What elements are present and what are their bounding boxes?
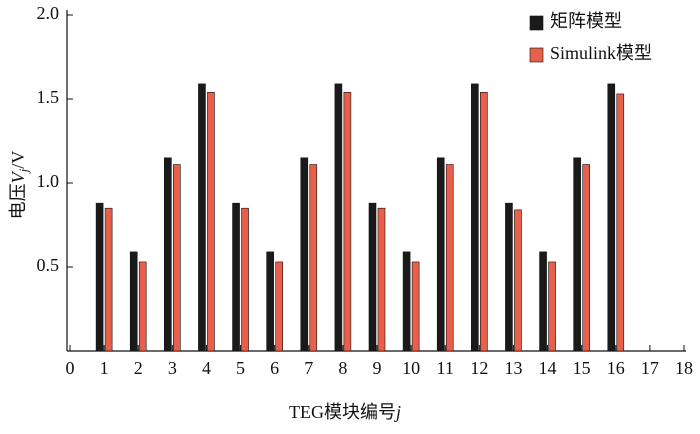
bar xyxy=(445,164,454,352)
bar xyxy=(548,261,556,352)
bar xyxy=(514,209,522,352)
bar xyxy=(241,207,249,352)
x-tick-label: 3 xyxy=(168,358,177,378)
x-tick-label: 14 xyxy=(539,358,557,378)
x-label-text: TEG模块编号 xyxy=(289,402,396,422)
y-tick-label: 1.0 xyxy=(37,171,60,191)
x-tick-label: 2 xyxy=(134,358,143,378)
bar xyxy=(505,202,513,352)
x-label-var: j xyxy=(394,402,401,422)
legend-label: 矩阵模型 xyxy=(550,11,622,31)
x-tick-label: 0 xyxy=(66,358,75,378)
bar xyxy=(275,261,283,352)
x-axis-label: TEG模块编号j xyxy=(289,402,401,422)
bar xyxy=(334,83,343,352)
bar xyxy=(232,202,240,352)
bar xyxy=(104,207,113,352)
y-label-var: V xyxy=(8,170,28,183)
bar xyxy=(129,251,138,352)
y-label-sub: j xyxy=(16,168,31,174)
bar xyxy=(368,202,377,352)
x-tick-label: 1 xyxy=(100,358,109,378)
bar xyxy=(616,93,625,352)
x-tick-label: 13 xyxy=(504,358,522,378)
bar xyxy=(164,157,172,352)
legend-swatch xyxy=(529,47,544,63)
x-tick-label: 5 xyxy=(236,358,245,378)
x-tick-label: 18 xyxy=(675,358,693,378)
bar xyxy=(377,207,386,352)
bar xyxy=(539,251,547,352)
x-tick-label: 10 xyxy=(402,358,420,378)
bar xyxy=(266,251,274,352)
bar xyxy=(607,83,616,352)
y-tick-label: 2.0 xyxy=(37,3,60,23)
x-tick-label: 11 xyxy=(437,358,454,378)
bar xyxy=(436,157,445,352)
bar xyxy=(207,91,215,352)
bar xyxy=(95,202,104,352)
bar xyxy=(402,251,411,352)
bar xyxy=(582,164,590,352)
x-tick-label: 17 xyxy=(641,358,659,378)
bar xyxy=(411,261,420,352)
y-axis-label: 电压Vj/V xyxy=(8,151,31,220)
x-tick-label: 7 xyxy=(304,358,313,378)
y-label-unit: /V xyxy=(8,151,28,169)
bar xyxy=(343,91,352,352)
x-tick-label: 16 xyxy=(607,358,625,378)
x-tick-label: 8 xyxy=(338,358,347,378)
legend-label: Simulink模型 xyxy=(550,43,652,63)
x-tick-label: 6 xyxy=(270,358,279,378)
bar xyxy=(138,261,147,352)
bar xyxy=(173,164,181,352)
bar xyxy=(309,164,318,352)
x-tick-label: 12 xyxy=(470,358,488,378)
y-tick-label: 1.5 xyxy=(37,87,60,107)
bar xyxy=(480,91,488,352)
x-tick-label: 15 xyxy=(573,358,591,378)
legend-swatch xyxy=(529,15,544,31)
y-label-text: 电压 xyxy=(8,183,28,219)
bar xyxy=(300,157,309,352)
bar xyxy=(198,83,206,352)
y-tick-label: 0.5 xyxy=(37,255,60,275)
x-tick-label: 9 xyxy=(373,358,382,378)
x-tick-label: 4 xyxy=(202,358,211,378)
bar xyxy=(573,157,581,352)
bar xyxy=(471,83,479,352)
